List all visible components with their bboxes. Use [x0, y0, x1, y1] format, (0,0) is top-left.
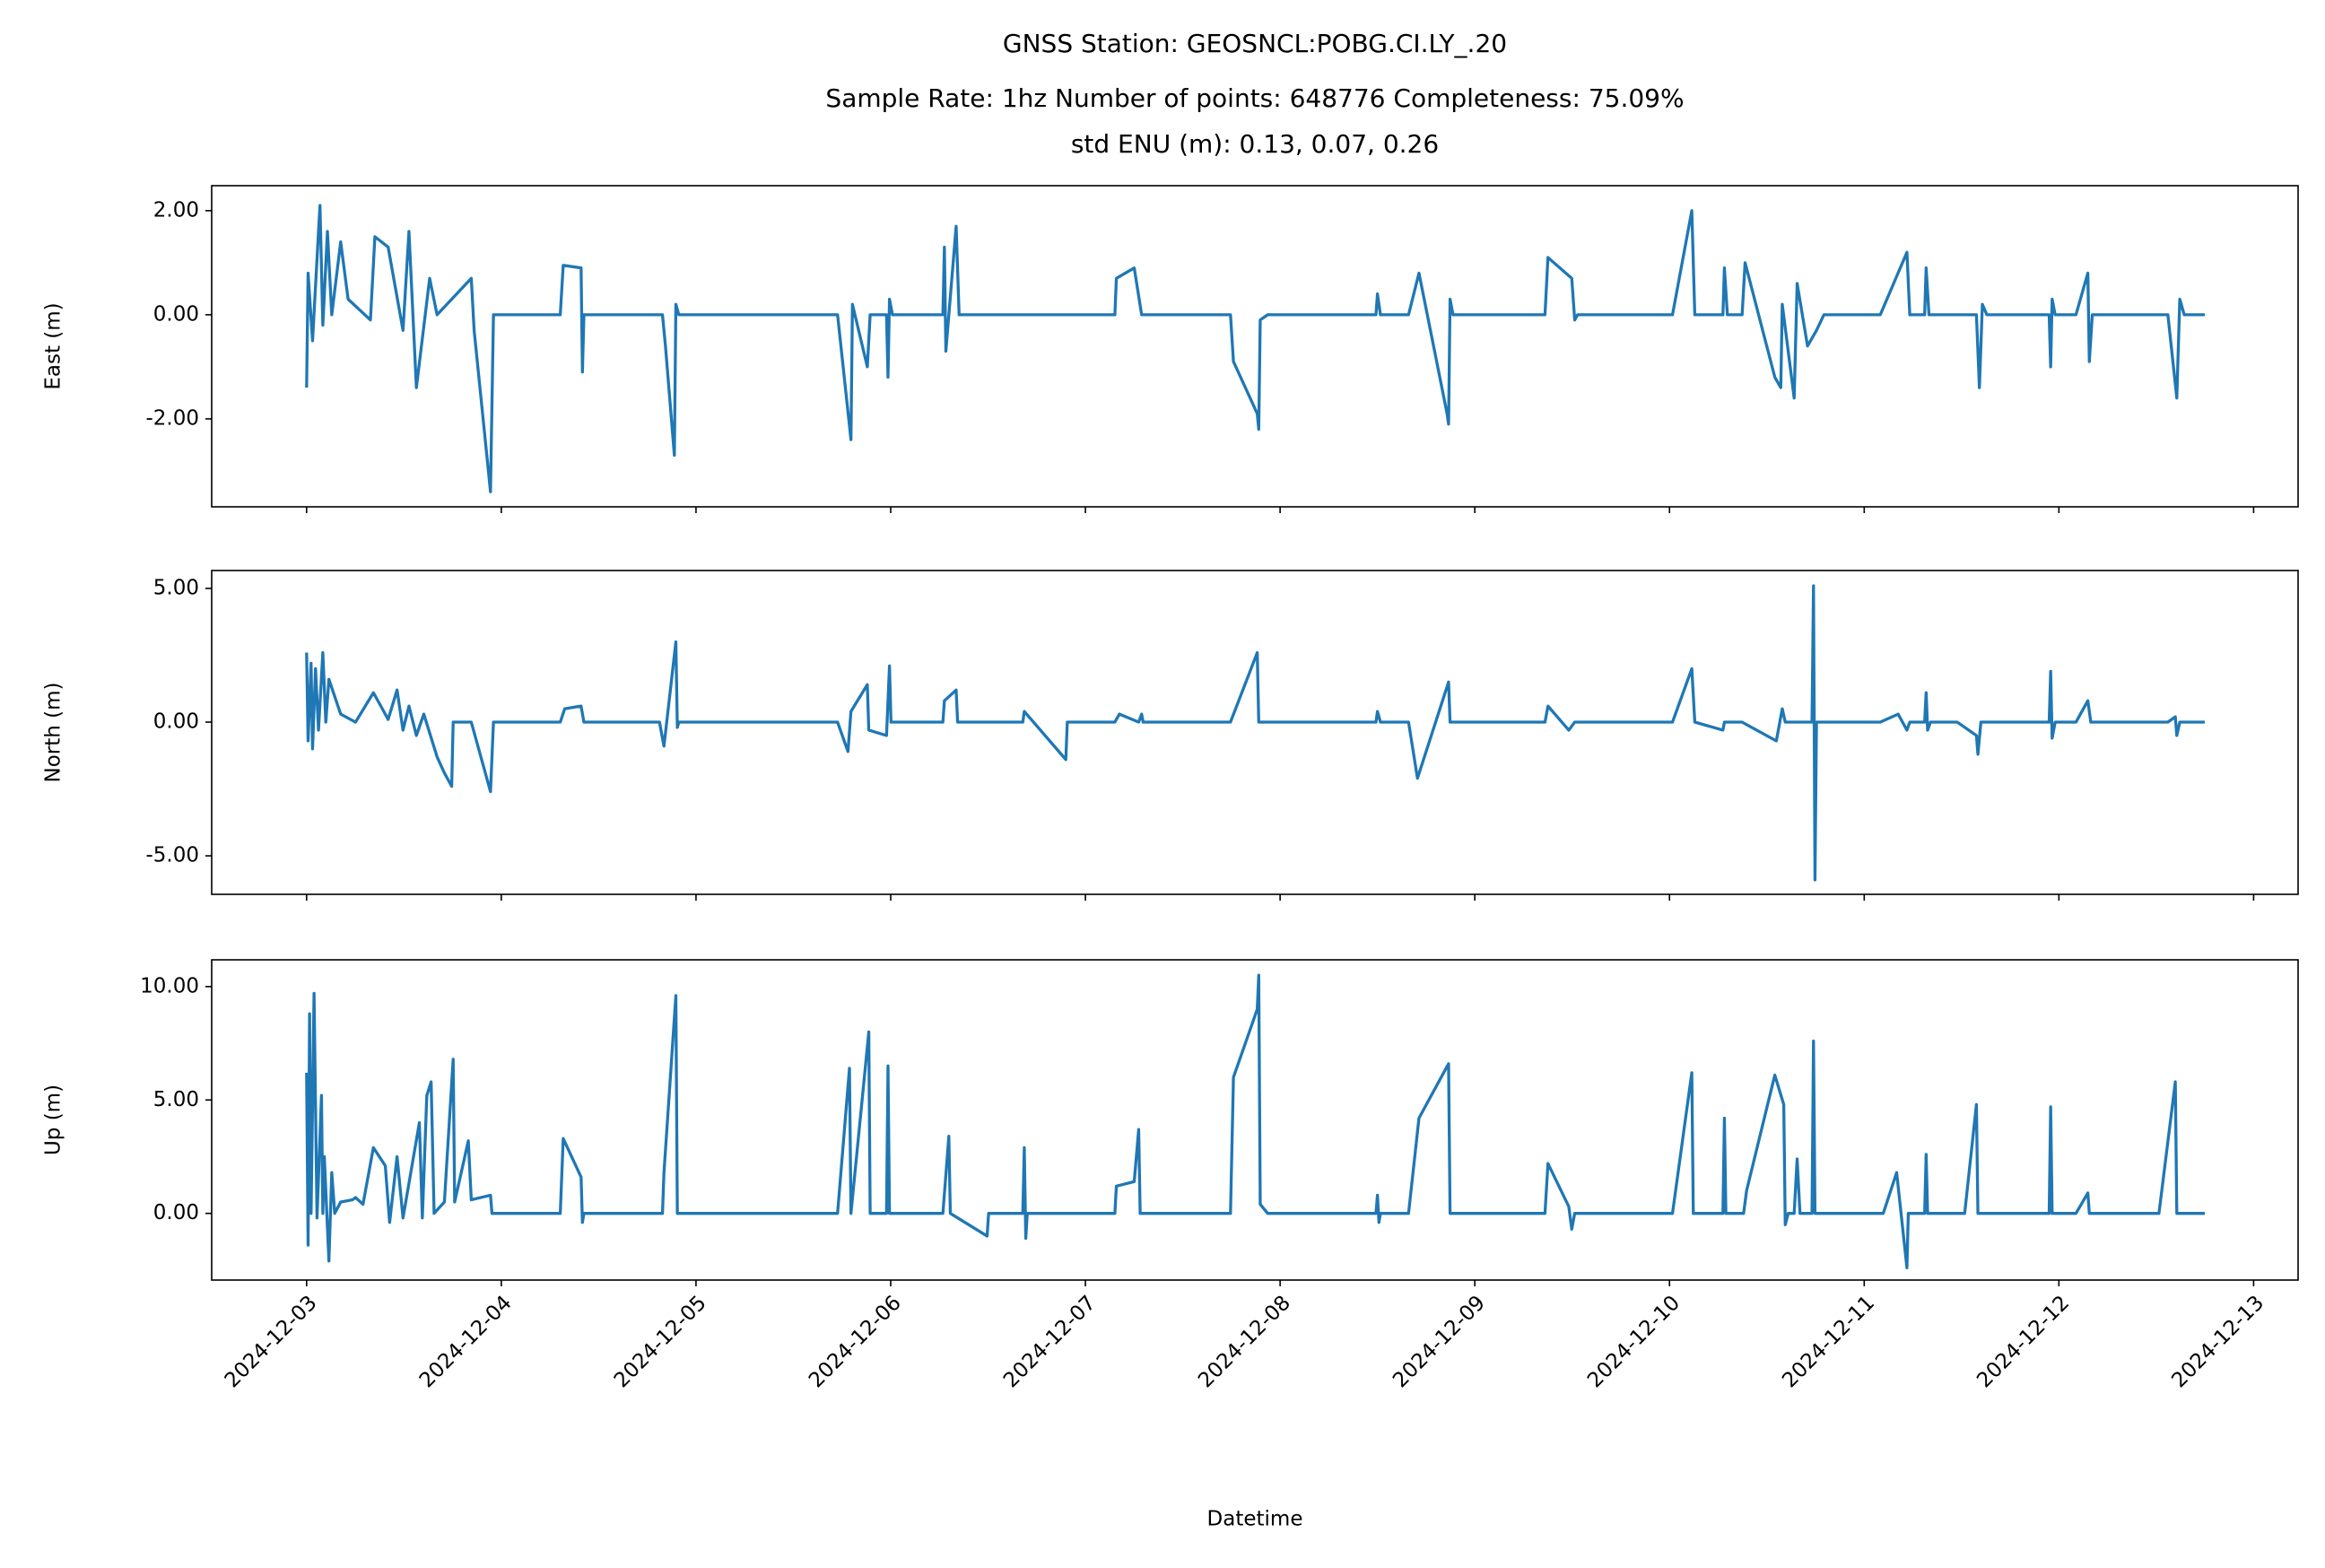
data-line	[305, 584, 2205, 882]
y-tick-label: 0.00	[153, 1201, 199, 1224]
axes-frame	[211, 185, 2299, 508]
axes-frame	[211, 570, 2299, 895]
chart-subtitle: Sample Rate: 1hz Number of points: 64877…	[825, 83, 1684, 113]
y-tick-label: 0.00	[153, 302, 199, 326]
plot-area	[212, 186, 2298, 507]
y-tick-label: 0.00	[153, 710, 199, 734]
y-axis-label: Up (m)	[42, 1085, 65, 1155]
plot-area	[212, 571, 2298, 894]
plot-area	[212, 960, 2298, 1280]
chart-title: GNSS Station: GEOSNCL:POBG.CI.LY_.20	[1003, 29, 1507, 58]
x-axis-label: Datetime	[1207, 1508, 1303, 1531]
y-tick-label: -2.00	[145, 406, 199, 430]
axes-frame	[211, 959, 2299, 1281]
data-line	[305, 204, 2205, 493]
data-line	[305, 973, 2205, 1269]
y-tick-label: 10.00	[140, 974, 199, 997]
y-axis-label: East (m)	[42, 302, 65, 389]
y-tick-label: 5.00	[153, 1088, 199, 1111]
y-axis-label: North (m)	[42, 683, 65, 783]
y-tick-label: 2.00	[153, 198, 199, 222]
y-tick-label: 5.00	[153, 576, 199, 599]
y-tick-label: -5.00	[145, 844, 199, 867]
chart-subtitle: std ENU (m): 0.13, 0.07, 0.26	[1071, 129, 1439, 159]
